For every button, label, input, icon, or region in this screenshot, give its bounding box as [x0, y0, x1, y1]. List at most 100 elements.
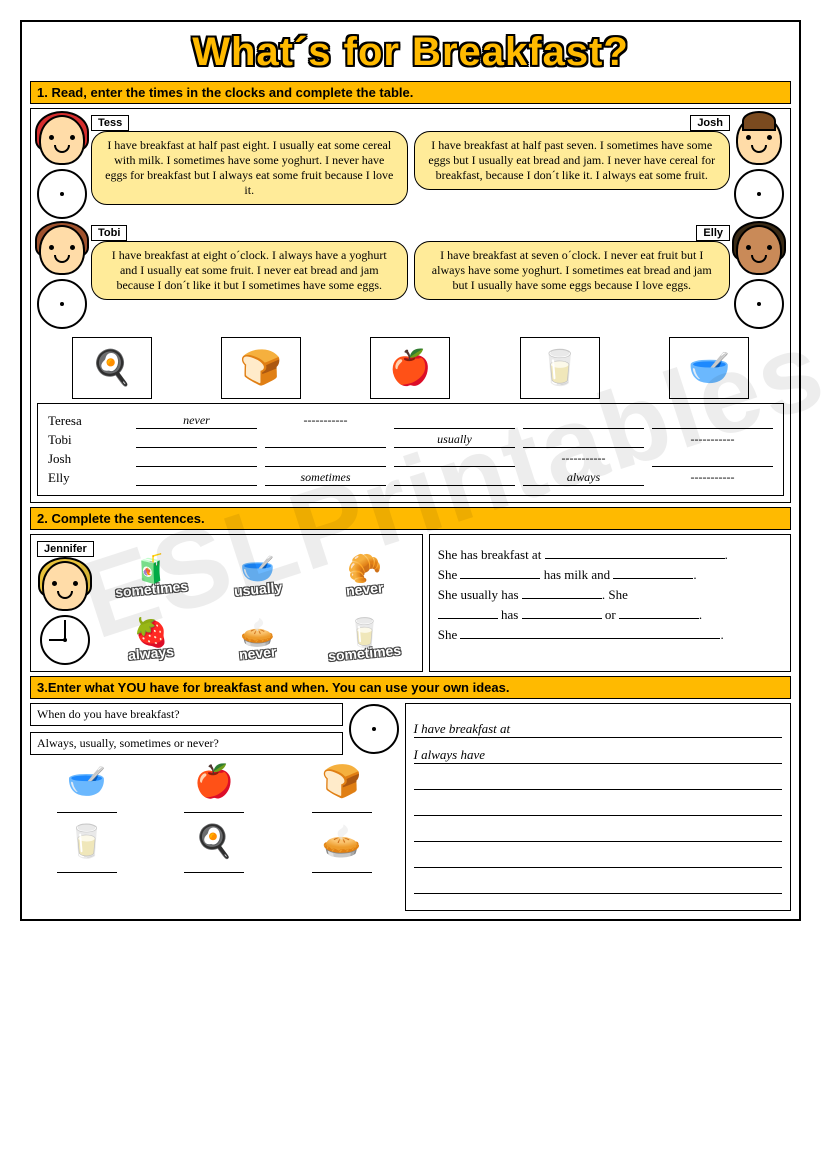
blank[interactable] [522, 607, 602, 619]
writing-line[interactable] [414, 772, 783, 790]
freq-always: always [128, 643, 175, 663]
cell[interactable] [265, 451, 386, 467]
blank[interactable] [438, 607, 498, 619]
cell[interactable]: always [523, 470, 644, 486]
cell[interactable]: never [136, 413, 257, 429]
task2-bar: 2. Complete the sentences. [30, 507, 791, 530]
cell[interactable] [136, 432, 257, 448]
blank[interactable] [57, 863, 117, 873]
starter2: I always have [414, 747, 485, 763]
row-name: Teresa [48, 413, 128, 429]
avatar-tess [39, 115, 85, 165]
food-milk: 🥛sometimes [313, 605, 416, 659]
cell[interactable] [136, 451, 257, 467]
clock-tobi[interactable] [37, 279, 87, 329]
freq-table: Teresa never ----------- Tobi usually --… [37, 403, 784, 496]
writing-line[interactable] [414, 876, 783, 894]
writing-line[interactable] [414, 824, 783, 842]
blank[interactable] [57, 803, 117, 813]
food-bread-jam: 🍞 [221, 337, 301, 399]
blank[interactable] [522, 587, 602, 599]
cell[interactable] [523, 413, 644, 429]
blank[interactable] [613, 567, 693, 579]
cell[interactable]: sometimes [265, 470, 386, 486]
freq-usually: usually [233, 579, 282, 599]
name-tag-jennifer: Jennifer [37, 541, 94, 557]
blank[interactable] [184, 863, 244, 873]
page-title: What´s for Breakfast? [30, 30, 791, 75]
writing-line[interactable]: I always have [414, 746, 783, 764]
table-row: Tobi usually ----------- [48, 432, 773, 448]
row-name: Josh [48, 451, 128, 467]
cell[interactable] [394, 470, 515, 486]
s2-s3a: She usually has [438, 587, 522, 602]
bubble-elly: I have breakfast at seven o´clock. I nev… [414, 241, 731, 300]
food-egg: 🍳 [72, 337, 152, 399]
s2-s1: She has breakfast at [438, 547, 545, 562]
cell: ----------- [523, 451, 644, 467]
your-foods: 🥣 🍎 🍞 🥛 🍳 🥧 [30, 761, 399, 873]
freq-sometimes: sometimes [327, 642, 401, 664]
cell[interactable] [394, 413, 515, 429]
clock-tess[interactable] [37, 169, 87, 219]
cell-tobi: Tobi I have breakfast at eight o´clock. … [37, 225, 408, 329]
bubble-tess: I have breakfast at half past eight. I u… [91, 131, 408, 205]
cell-josh: Josh I have breakfast at half past seven… [414, 115, 785, 219]
cell[interactable]: usually [394, 432, 515, 448]
cell[interactable] [265, 432, 386, 448]
task3-num: 3. [37, 680, 48, 695]
row-name: Tobi [48, 432, 128, 448]
clock-josh[interactable] [734, 169, 784, 219]
blank[interactable] [312, 803, 372, 813]
blank[interactable] [184, 803, 244, 813]
cell[interactable] [652, 451, 773, 467]
q1-box: When do you have breakfast? [30, 703, 343, 726]
blank[interactable] [640, 627, 720, 639]
writing-line[interactable] [414, 798, 783, 816]
blank[interactable] [312, 863, 372, 873]
writing-line[interactable]: I have breakfast at [414, 720, 783, 738]
food-fruit: 🍎 [158, 761, 272, 813]
q2-box: Always, usually, sometimes or never? [30, 732, 343, 755]
bubble-josh: I have breakfast at half past seven. I s… [414, 131, 731, 190]
name-tag-josh: Josh [690, 115, 730, 131]
avatar-elly [736, 225, 782, 275]
food-yoghurt: 🥛 [520, 337, 600, 399]
task2-box: Jennifer 🧃sometimes 🥣usually 🥐never 🍓alw… [30, 534, 791, 672]
food-fruit: 🍎 [370, 337, 450, 399]
name-tag-tess: Tess [91, 115, 129, 131]
cell[interactable] [652, 413, 773, 429]
food-header-row: 🍳 🍞 🍎 🥛 🥣 [37, 337, 784, 399]
blank[interactable] [545, 547, 725, 559]
cell-tess: Tess I have breakfast at half past eight… [37, 115, 408, 219]
freq-sometimes: sometimes [114, 578, 188, 600]
writing-line[interactable] [414, 850, 783, 868]
blank[interactable] [460, 567, 540, 579]
bubble-grid: Tess I have breakfast at half past eight… [37, 115, 784, 329]
s2-s5a: She [438, 627, 461, 642]
task2-sentences: She has breakfast at . She has milk and … [429, 534, 791, 672]
food-cereal: 🥣usually [206, 541, 309, 595]
clock-you[interactable] [349, 704, 399, 754]
clock-elly[interactable] [734, 279, 784, 329]
task2-left: Jennifer 🧃sometimes 🥣usually 🥐never 🍓alw… [30, 534, 423, 672]
task3-box: When do you have breakfast? Always, usua… [30, 703, 791, 911]
cell[interactable] [394, 451, 515, 467]
food-egg: 🍳 [158, 821, 272, 873]
blank[interactable] [460, 627, 640, 639]
name-tag-tobi: Tobi [91, 225, 127, 241]
cell[interactable] [136, 470, 257, 486]
blank[interactable] [619, 607, 699, 619]
cell[interactable] [523, 432, 644, 448]
row-name: Elly [48, 470, 128, 486]
cell: ----------- [652, 432, 773, 448]
s2-s3b: . She [602, 587, 628, 602]
food-yoghurt: 🥛 [30, 821, 144, 873]
table-row: Teresa never ----------- [48, 413, 773, 429]
avatar-josh [736, 115, 782, 165]
s2-s2b: has milk and [540, 567, 613, 582]
task1-box: Tess I have breakfast at half past eight… [30, 108, 791, 503]
avatar-tobi [39, 225, 85, 275]
task3-text: Enter what YOU have for breakfast and wh… [48, 680, 510, 695]
task1-num: 1. [37, 85, 48, 100]
